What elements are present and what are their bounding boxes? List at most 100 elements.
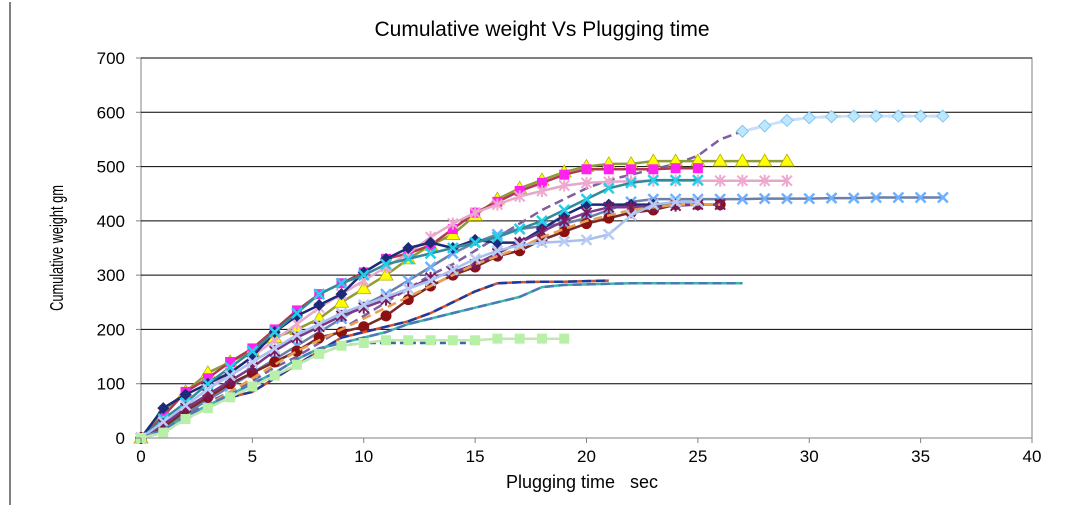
data-point-11-12 <box>402 282 415 295</box>
data-point-4-27 <box>736 174 749 187</box>
series-15 <box>140 282 743 440</box>
data-point-6-7 <box>290 309 303 322</box>
data-point-2-28 <box>757 153 773 167</box>
data-point-2-26 <box>712 153 728 167</box>
data-point-7-11 <box>380 258 392 271</box>
data-point-2-10 <box>356 280 372 295</box>
data-point-3-22 <box>626 164 637 175</box>
x-tick-label-5: 5 <box>248 447 257 466</box>
data-point-8-6 <box>269 356 281 368</box>
data-point-17-3 <box>202 403 213 414</box>
data-point-5-34 <box>892 191 905 204</box>
data-point-17-1 <box>158 427 169 438</box>
data-point-11-5 <box>246 356 259 368</box>
x-tick-label-10: 10 <box>354 447 373 466</box>
data-point-8-7 <box>291 345 303 357</box>
data-point-1-0 <box>735 124 750 138</box>
data-point-11-3 <box>201 383 214 396</box>
chart-title: Cumulative weight Vs Plugging time <box>375 18 710 41</box>
data-point-17-5 <box>247 381 258 392</box>
data-point-9-19 <box>558 214 570 227</box>
data-point-4-17 <box>513 190 526 203</box>
data-point-7-6 <box>268 326 281 339</box>
y-tick-label-300: 300 <box>97 266 125 285</box>
data-point-17-15 <box>470 335 481 346</box>
data-point-1-7 <box>891 109 906 123</box>
y-tick-label-600: 600 <box>97 103 125 122</box>
data-point-3-4 <box>225 357 236 367</box>
y-tick-label-200: 200 <box>97 320 125 339</box>
y-tick-label-500: 500 <box>97 158 125 177</box>
data-point-5-13 <box>424 261 437 273</box>
data-point-17-2 <box>180 414 191 424</box>
data-point-3-20 <box>581 164 592 175</box>
data-point-17-7 <box>291 359 302 370</box>
data-point-4-29 <box>781 174 793 187</box>
data-point-7-9 <box>335 277 348 290</box>
data-point-8-11 <box>380 310 392 322</box>
data-point-11-7 <box>291 328 303 341</box>
x-axis-title: Plugging time sec <box>506 472 658 492</box>
data-point-1-8 <box>913 109 928 123</box>
data-point-11-23 <box>647 198 660 211</box>
data-point-17-14 <box>447 335 458 346</box>
data-point-11-9 <box>335 307 348 320</box>
data-point-11-22 <box>625 209 637 222</box>
data-point-6-8 <box>313 299 326 311</box>
data-point-7-20 <box>580 193 593 206</box>
data-point-17-6 <box>269 370 280 381</box>
data-point-5-29 <box>781 192 793 205</box>
data-point-4-15 <box>469 206 481 219</box>
data-point-11-13 <box>424 274 437 287</box>
data-point-1-2 <box>780 113 794 128</box>
data-point-11-20 <box>580 233 593 246</box>
data-point-1-3 <box>802 111 816 125</box>
data-point-7-7 <box>291 307 303 320</box>
data-point-7-24 <box>669 174 682 187</box>
data-point-3-5 <box>247 343 258 354</box>
data-point-4-20 <box>580 176 593 189</box>
data-point-11-19 <box>558 235 571 248</box>
data-point-5-35 <box>914 191 927 204</box>
x-tick-label-25: 25 <box>688 447 707 466</box>
data-point-1-1 <box>757 119 772 133</box>
data-point-8-12 <box>402 294 414 306</box>
data-point-11-11 <box>380 290 392 303</box>
data-point-9-21 <box>603 201 615 214</box>
data-point-17-16 <box>492 333 503 344</box>
data-point-9-26 <box>714 198 726 211</box>
series-line-1 <box>742 114 943 133</box>
series-11 <box>135 195 704 444</box>
data-point-6-12 <box>402 242 415 254</box>
data-point-7-13 <box>424 247 437 260</box>
data-point-11-24 <box>669 195 682 208</box>
data-point-7-8 <box>313 288 326 301</box>
data-point-7-19 <box>558 204 571 216</box>
data-point-4-16 <box>491 198 504 211</box>
data-point-1-5 <box>847 109 861 123</box>
data-point-3-23 <box>648 164 659 175</box>
data-point-7-14 <box>446 242 459 254</box>
data-point-7-17 <box>513 223 526 235</box>
data-point-11-15 <box>469 252 482 265</box>
data-point-2-29 <box>779 153 795 167</box>
data-point-11-14 <box>446 263 459 276</box>
x-tick-label-15: 15 <box>466 447 485 466</box>
data-point-5-28 <box>758 192 771 205</box>
data-point-7-12 <box>402 252 415 265</box>
series-line-10 <box>140 203 721 440</box>
data-point-11-1 <box>157 415 170 428</box>
data-point-9-20 <box>580 206 593 219</box>
data-point-1-9 <box>936 109 950 123</box>
data-point-17-18 <box>536 333 547 344</box>
y-axis-title: Cumulative weight gm <box>48 185 68 311</box>
data-point-3-24 <box>670 163 681 174</box>
data-point-17-10 <box>358 338 369 348</box>
data-point-4-28 <box>758 174 771 187</box>
data-point-4-18 <box>536 185 548 197</box>
x-tick-label-30: 30 <box>800 447 819 466</box>
data-point-3-19 <box>559 169 570 180</box>
data-point-3-25 <box>692 163 703 174</box>
